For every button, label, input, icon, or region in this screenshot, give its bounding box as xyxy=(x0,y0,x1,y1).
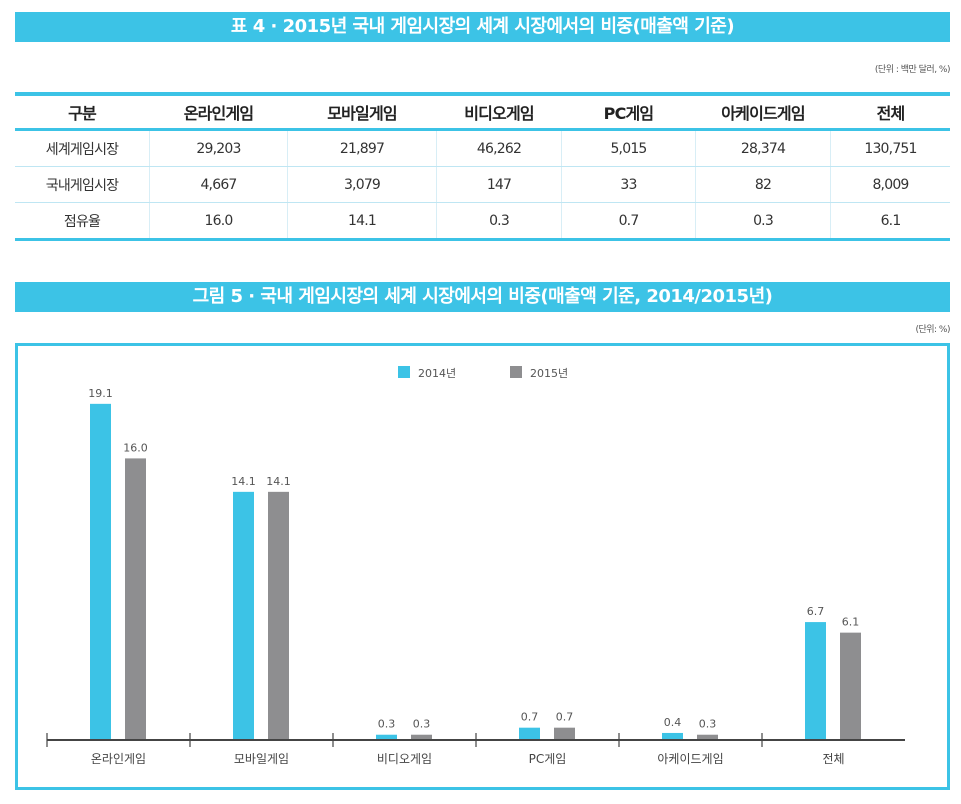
row-label: 세계게임시장 xyxy=(15,129,150,167)
data-label: 6.7 xyxy=(807,605,825,618)
table-row: 세계게임시장 29,203 21,897 46,262 5,015 28,374 130,7… xyxy=(15,129,950,167)
bar xyxy=(233,491,254,740)
table-cell: 0.3 xyxy=(695,202,831,241)
data-label: 6.1 xyxy=(842,616,860,629)
category-label: PC게임 xyxy=(529,752,567,766)
table-cell: 0.3 xyxy=(436,202,562,241)
table-cell: 16.0 xyxy=(149,202,288,241)
legend-swatch xyxy=(398,366,410,378)
table-cell: 82 xyxy=(695,166,831,203)
row-label: 국내게임시장 xyxy=(15,166,150,203)
data-label: 16.0 xyxy=(123,441,148,454)
table-cell: 28,374 xyxy=(695,129,831,167)
table-cell: 5,015 xyxy=(561,129,696,167)
chart-svg: 2014년 2015년 19.1 16.0 온라인게임 14.1 14.1 모바일게임 0.3 0… xyxy=(46,366,905,766)
column-header: 비디오게임 xyxy=(436,92,562,131)
bar-chart: 2014년 2015년 19.1 16.0 온라인게임 14.1 14.1 모바일게임 0.3 0… xyxy=(15,343,950,790)
table-cell: 0.7 xyxy=(561,202,696,241)
bar xyxy=(519,727,540,740)
table-row: 점유율 16.0 14.1 0.3 0.7 0.3 6.1 xyxy=(15,202,950,241)
table-cell: 46,262 xyxy=(436,129,562,167)
table-cell: 147 xyxy=(436,166,562,203)
table-unit-note: (단위 : 백만 달러, %) xyxy=(874,65,951,75)
category-label: 전체 xyxy=(822,752,844,766)
data-label: 0.7 xyxy=(521,711,539,724)
data-label: 0.3 xyxy=(699,718,717,731)
column-header: 아케이드게임 xyxy=(695,92,831,131)
data-label: 0.4 xyxy=(664,716,682,729)
table-cell: 3,079 xyxy=(287,166,437,203)
bar xyxy=(376,734,397,740)
data-label: 0.3 xyxy=(378,718,396,731)
bar xyxy=(662,732,683,740)
figure-unit-note: (단위: %) xyxy=(915,325,950,335)
bar xyxy=(554,727,575,740)
table-cell: 4,667 xyxy=(149,166,288,203)
legend-label: 2015년 xyxy=(530,367,568,380)
data-label: 0.3 xyxy=(413,718,431,731)
bar xyxy=(90,403,111,740)
row-label: 점유율 xyxy=(15,202,150,241)
table-header-row: 구분 온라인게임 모바일게임 비디오게임 PC게임 아케이드게임 전체 xyxy=(15,92,950,131)
bar xyxy=(125,458,146,740)
data-label: 19.1 xyxy=(88,387,113,400)
bar xyxy=(840,632,861,740)
table-cell: 8,009 xyxy=(830,166,950,203)
category-label: 비디오게임 xyxy=(377,752,432,766)
bar xyxy=(411,734,432,740)
market-share-table: 구분 온라인게임 모바일게임 비디오게임 PC게임 아케이드게임 전체 세계게임… xyxy=(15,92,950,241)
data-label: 14.1 xyxy=(266,475,291,488)
table-cell: 29,203 xyxy=(149,129,288,167)
bar xyxy=(697,734,718,740)
column-header: 전체 xyxy=(830,92,950,131)
bar xyxy=(805,622,826,740)
table-cell: 130,751 xyxy=(830,129,950,167)
figure-title: 그림 5 · 국내 게임시장의 세계 시장에서의 비중(매출액 기준, 2014… xyxy=(15,282,950,312)
data-label: 14.1 xyxy=(231,475,256,488)
data-label: 0.7 xyxy=(556,711,574,724)
column-header: 온라인게임 xyxy=(149,92,288,131)
legend-swatch xyxy=(510,366,522,378)
category-label: 아케이드게임 xyxy=(657,752,723,766)
table-cell: 6.1 xyxy=(830,202,950,241)
table-cell: 14.1 xyxy=(287,202,437,241)
legend-label: 2014년 xyxy=(418,367,456,380)
table-row: 국내게임시장 4,667 3,079 147 33 82 8,009 xyxy=(15,166,950,203)
category-label: 온라인게임 xyxy=(91,752,146,766)
category-label: 모바일게임 xyxy=(234,752,289,766)
table-cell: 33 xyxy=(561,166,696,203)
bar xyxy=(268,491,289,740)
column-header: PC게임 xyxy=(561,92,696,131)
column-header: 구분 xyxy=(15,92,150,131)
table-title: 표 4 · 2015년 국내 게임시장의 세계 시장에서의 비중(매출액 기준) xyxy=(15,12,950,42)
table-cell: 21,897 xyxy=(287,129,437,167)
column-header: 모바일게임 xyxy=(287,92,437,131)
